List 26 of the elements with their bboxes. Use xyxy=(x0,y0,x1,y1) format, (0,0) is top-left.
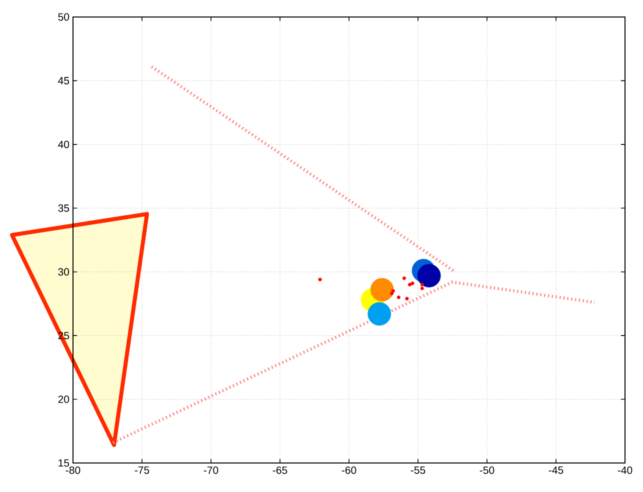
point xyxy=(408,282,412,286)
point xyxy=(396,296,400,300)
point xyxy=(391,289,395,293)
x-tick-label: -50 xyxy=(480,466,494,474)
x-tick-label: -55 xyxy=(410,466,426,474)
point xyxy=(410,282,414,286)
x-tick-label: -60 xyxy=(342,466,356,474)
y-tick-label: 45 xyxy=(58,77,70,84)
point xyxy=(420,282,424,286)
point xyxy=(405,296,409,300)
x-tick-label: -45 xyxy=(548,466,564,474)
point xyxy=(390,292,394,296)
y-tick-label: 35 xyxy=(58,204,70,212)
y-tick-label: 20 xyxy=(58,396,70,404)
y-tick-label: 40 xyxy=(58,140,70,148)
y-tick-label: 15 xyxy=(58,459,70,467)
point xyxy=(420,286,424,290)
x-tick-label: -65 xyxy=(272,466,288,474)
point xyxy=(318,278,322,282)
point xyxy=(402,276,406,280)
y-tick-label: 50 xyxy=(58,13,70,21)
x-tick-label: -40 xyxy=(618,466,632,474)
x-tick-label: -75 xyxy=(134,466,150,474)
x-tick-label: -80 xyxy=(66,466,80,474)
y-tick-label: 30 xyxy=(58,268,70,276)
x-tick-label: -70 xyxy=(204,466,218,474)
